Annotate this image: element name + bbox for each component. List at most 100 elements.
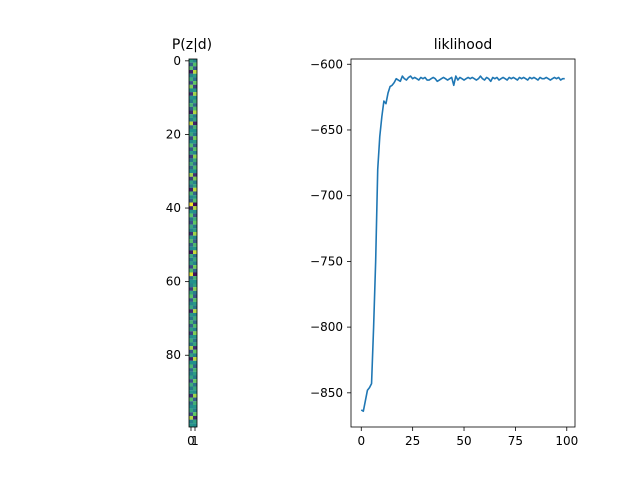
heatmap-cell — [189, 265, 194, 269]
likelihood-frame — [350, 58, 576, 428]
heatmap-cell — [193, 268, 198, 273]
heatmap-cell — [193, 110, 198, 115]
heatmap-cell — [193, 191, 198, 196]
heatmap-cell — [193, 276, 198, 280]
heatmap-cell — [189, 382, 194, 387]
heatmap-y-tick-label: 60 — [166, 275, 181, 289]
heatmap-cell — [193, 290, 198, 295]
heatmap-cell — [193, 360, 198, 365]
heatmap-y-tick-label: 0 — [173, 54, 181, 68]
heatmap-cell — [189, 287, 194, 291]
heatmap-cell — [189, 165, 194, 170]
heatmap-cell — [193, 136, 198, 141]
heatmap-cell — [193, 198, 198, 203]
heatmap-cell — [193, 176, 198, 181]
heatmap-cell — [189, 66, 194, 71]
heatmap-cell — [193, 132, 198, 137]
heatmap-cell — [193, 305, 198, 310]
heatmap-cell — [193, 117, 198, 122]
heatmap-cell — [189, 209, 194, 214]
heatmap-cell — [189, 397, 194, 402]
heatmap-cell — [193, 92, 198, 96]
heatmap-cell — [189, 301, 194, 306]
heatmap-cell — [189, 312, 194, 317]
heatmap-cell — [189, 184, 194, 188]
heatmap-cell — [193, 165, 198, 170]
heatmap-cell — [189, 213, 194, 218]
heatmap-cell — [189, 375, 194, 380]
heatmap-cell — [189, 272, 194, 277]
heatmap-cell — [193, 254, 198, 258]
heatmap-cell — [193, 353, 198, 358]
heatmap-cells — [189, 59, 198, 428]
heatmap-cell — [193, 143, 198, 148]
heatmap-cell — [189, 143, 194, 148]
heatmap-cell — [189, 158, 194, 163]
heatmap-cell — [189, 331, 194, 336]
heatmap-cell — [189, 379, 194, 383]
heatmap-cell — [193, 393, 198, 398]
heatmap-cell — [193, 415, 198, 420]
heatmap-x-axis: 01 — [187, 427, 199, 448]
heatmap-cell — [193, 81, 198, 85]
heatmap-cell — [193, 173, 198, 177]
likelihood-x-tick-label: 25 — [405, 434, 420, 448]
heatmap-cell — [193, 239, 198, 244]
heatmap-cell — [193, 364, 198, 369]
heatmap-cell — [189, 128, 194, 133]
heatmap-cell — [193, 346, 198, 350]
heatmap-cell — [189, 235, 194, 240]
heatmap-cell — [189, 346, 194, 350]
likelihood-y-tick-label: −750 — [310, 254, 343, 268]
heatmap-cell — [189, 386, 194, 391]
heatmap-cell — [189, 95, 194, 100]
heatmap-cell — [193, 158, 198, 163]
heatmap-cell — [189, 62, 194, 67]
heatmap-cell — [193, 147, 198, 152]
heatmap-cell — [193, 187, 198, 192]
heatmap-cell — [193, 103, 198, 107]
heatmap-cell — [193, 151, 198, 155]
heatmap-cell — [189, 419, 194, 424]
heatmap-cell — [193, 382, 198, 387]
heatmap-cell — [189, 176, 194, 181]
heatmap-cell — [189, 239, 194, 244]
heatmap-cell — [193, 125, 198, 129]
heatmap-cell — [193, 224, 198, 229]
likelihood-y-tick-label: −800 — [310, 320, 343, 334]
heatmap-cell — [193, 368, 198, 372]
heatmap-cell — [189, 349, 194, 354]
heatmap-cell — [193, 62, 198, 67]
heatmap-cell — [189, 110, 194, 115]
heatmap-cell — [189, 224, 194, 229]
heatmap-cell — [193, 213, 198, 218]
heatmap-cell — [189, 231, 194, 236]
likelihood-y-axis: −600 −650 −700 −750 −800 −850 — [310, 57, 351, 400]
likelihood-y-tick-label: −700 — [310, 189, 343, 203]
heatmap-y-tick-label: 20 — [166, 127, 181, 141]
heatmap-cell — [189, 206, 194, 210]
heatmap-cell — [189, 305, 194, 310]
heatmap-cell — [193, 265, 198, 269]
heatmap-cell — [193, 338, 198, 343]
heatmap-cell — [193, 84, 198, 89]
heatmap-cell — [189, 268, 194, 273]
heatmap-cell — [189, 106, 194, 111]
heatmap-cell — [193, 169, 198, 174]
heatmap-cell — [189, 338, 194, 343]
heatmap-cell — [193, 283, 198, 288]
heatmap-cell — [189, 342, 194, 347]
heatmap-cell — [189, 217, 194, 221]
heatmap-cell — [189, 401, 194, 405]
heatmap-cell — [193, 316, 198, 321]
heatmap-cell — [189, 246, 194, 251]
heatmap-y-axis: 0 20 40 60 80 — [166, 54, 189, 362]
heatmap-cell — [193, 231, 198, 236]
heatmap-cell — [193, 114, 198, 118]
heatmap-cell — [189, 228, 194, 233]
heatmap-cell — [189, 276, 194, 280]
heatmap-cell — [189, 103, 194, 107]
heatmap-cell — [189, 198, 194, 203]
